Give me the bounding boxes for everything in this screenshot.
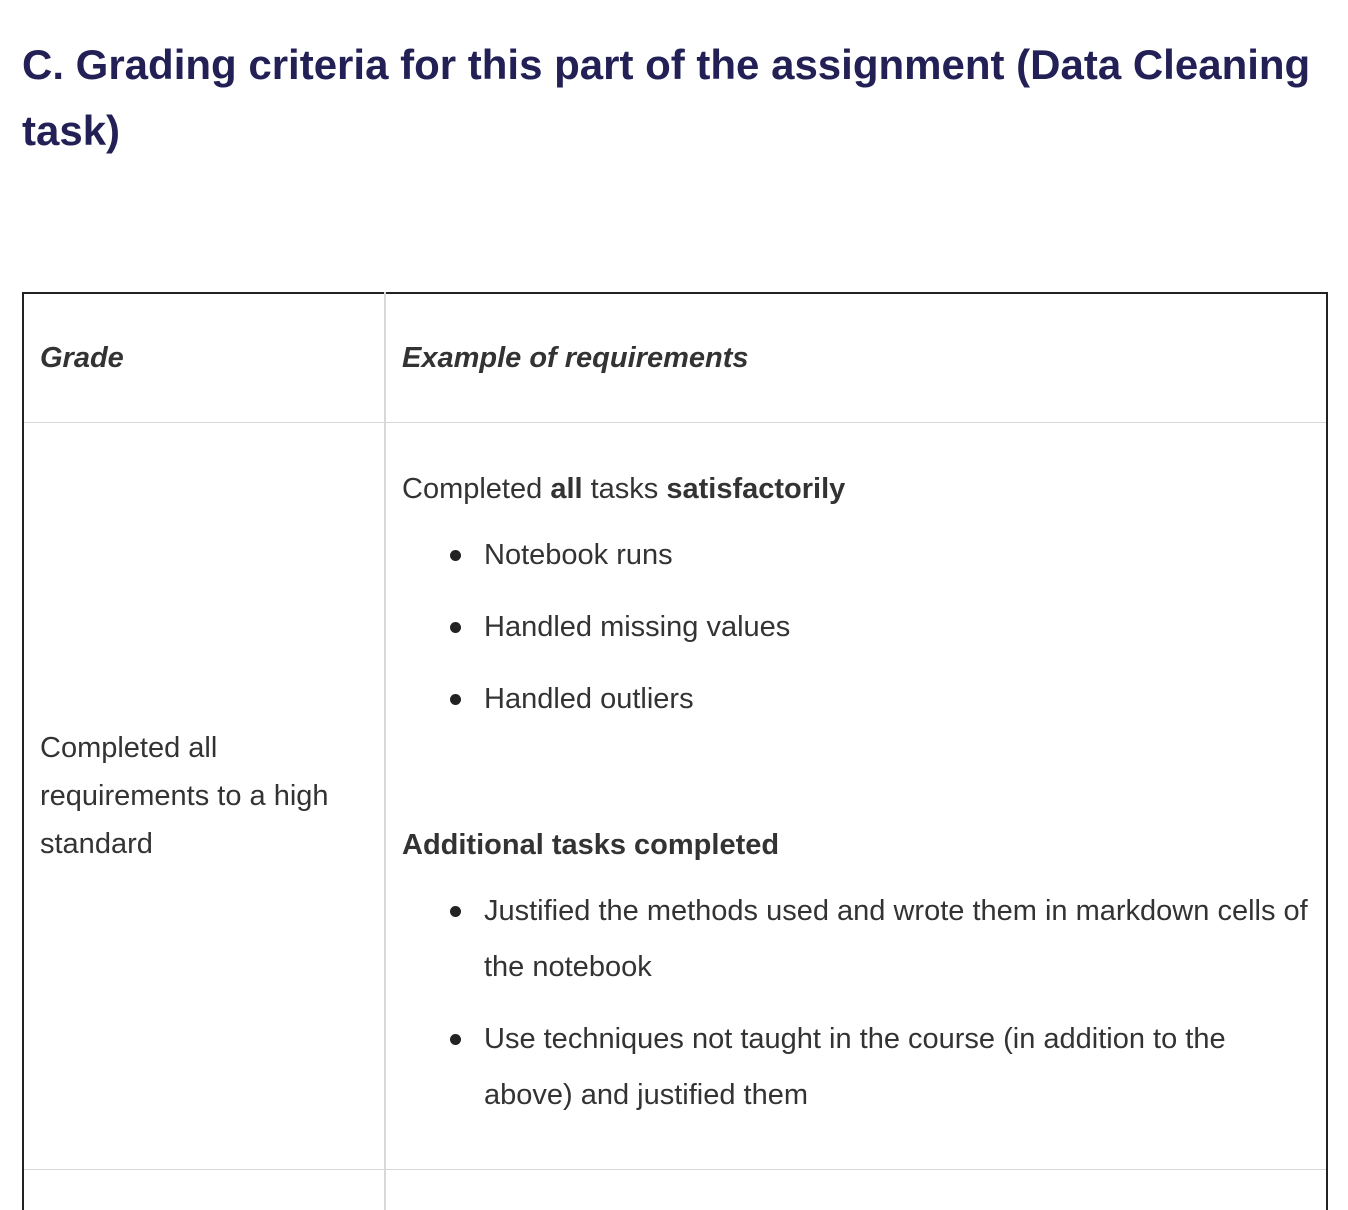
- grade-cell: Completed all requirements to a high sta…: [23, 423, 385, 1170]
- list-item: Handled missing values: [484, 599, 1310, 655]
- bullet-icon: [450, 906, 461, 917]
- section-heading: C. Grading criteria for this part of the…: [22, 32, 1312, 164]
- list-item-text: Handled missing values: [484, 611, 790, 643]
- additional-tasks-heading: Additional tasks completed: [402, 821, 1310, 869]
- intro-emphasis-all: all: [550, 473, 582, 505]
- list-item: Use techniques not taught in the course …: [484, 1011, 1310, 1123]
- list-item-text: Notebook runs: [484, 539, 673, 571]
- basic-requirements-list: Notebook runs Handled missing values Han…: [402, 527, 1310, 727]
- requirements-intro: Completed all tasks satisfactorily: [402, 465, 1310, 513]
- grade-cell-empty: [23, 1170, 385, 1210]
- intro-emphasis-satisfactorily: satisfactorily: [666, 473, 845, 505]
- bullet-icon: [450, 550, 461, 561]
- list-item-text: Justified the methods used and wrote the…: [484, 895, 1308, 983]
- list-item-text: Use techniques not taught in the course …: [484, 1023, 1226, 1111]
- spacer: [402, 743, 1310, 821]
- additional-requirements-list: Justified the methods used and wrote the…: [402, 883, 1310, 1123]
- list-item-text: Handled outliers: [484, 683, 694, 715]
- list-item: Handled outliers: [484, 671, 1310, 727]
- table-row: Completed all requirements to a high sta…: [23, 423, 1327, 1170]
- grade-column-header: Grade: [23, 293, 385, 423]
- requirements-cell-empty: [385, 1170, 1327, 1210]
- bullet-icon: [450, 694, 461, 705]
- intro-text: Completed: [402, 473, 550, 505]
- intro-text: tasks: [583, 473, 667, 505]
- table-header-row: Grade Example of requirements: [23, 293, 1327, 423]
- list-item: Notebook runs: [484, 527, 1310, 583]
- requirements-cell: Completed all tasks satisfactorily Noteb…: [385, 423, 1327, 1170]
- bullet-icon: [450, 622, 461, 633]
- table-row-partial: [23, 1170, 1327, 1210]
- list-item: Justified the methods used and wrote the…: [484, 883, 1310, 995]
- bullet-icon: [450, 1034, 461, 1045]
- grading-criteria-table: Grade Example of requirements Completed …: [22, 292, 1328, 1210]
- requirements-column-header: Example of requirements: [385, 293, 1327, 423]
